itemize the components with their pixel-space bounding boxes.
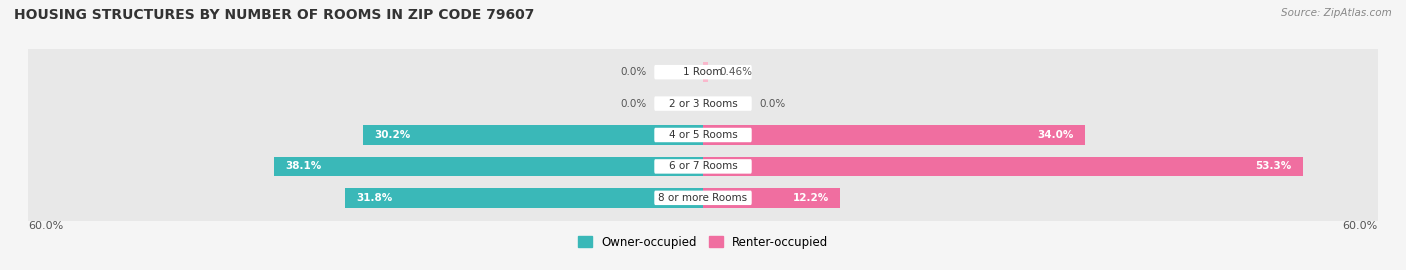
Bar	[703, 62, 709, 82]
FancyBboxPatch shape	[654, 159, 752, 174]
Text: 30.2%: 30.2%	[374, 130, 411, 140]
Text: 8 or more Rooms: 8 or more Rooms	[658, 193, 748, 203]
Text: 60.0%: 60.0%	[28, 221, 63, 231]
FancyBboxPatch shape	[18, 111, 1388, 159]
FancyBboxPatch shape	[654, 191, 752, 205]
Text: 0.0%: 0.0%	[620, 67, 647, 77]
Bar	[703, 188, 841, 208]
FancyBboxPatch shape	[654, 65, 752, 79]
Text: HOUSING STRUCTURES BY NUMBER OF ROOMS IN ZIP CODE 79607: HOUSING STRUCTURES BY NUMBER OF ROOMS IN…	[14, 8, 534, 22]
Text: 12.2%: 12.2%	[793, 193, 830, 203]
Text: 6 or 7 Rooms: 6 or 7 Rooms	[669, 161, 737, 171]
Text: 31.8%: 31.8%	[357, 193, 392, 203]
FancyBboxPatch shape	[18, 174, 1388, 222]
Text: 53.3%: 53.3%	[1256, 161, 1291, 171]
Text: 60.0%: 60.0%	[1343, 221, 1378, 231]
Bar	[363, 125, 703, 145]
FancyBboxPatch shape	[654, 96, 752, 111]
Text: 1 Room: 1 Room	[683, 67, 723, 77]
Legend: Owner-occupied, Renter-occupied: Owner-occupied, Renter-occupied	[572, 231, 834, 254]
Bar	[703, 125, 1085, 145]
Text: 4 or 5 Rooms: 4 or 5 Rooms	[669, 130, 737, 140]
FancyBboxPatch shape	[18, 142, 1388, 191]
Text: 0.0%: 0.0%	[759, 99, 786, 109]
Bar	[703, 157, 1302, 176]
Text: 34.0%: 34.0%	[1038, 130, 1074, 140]
FancyBboxPatch shape	[654, 128, 752, 142]
Text: 0.46%: 0.46%	[720, 67, 752, 77]
Text: 0.0%: 0.0%	[620, 99, 647, 109]
FancyBboxPatch shape	[18, 48, 1388, 96]
Bar	[346, 188, 703, 208]
Text: Source: ZipAtlas.com: Source: ZipAtlas.com	[1281, 8, 1392, 18]
Text: 38.1%: 38.1%	[285, 161, 322, 171]
Bar	[274, 157, 703, 176]
FancyBboxPatch shape	[18, 79, 1388, 128]
Text: 2 or 3 Rooms: 2 or 3 Rooms	[669, 99, 737, 109]
